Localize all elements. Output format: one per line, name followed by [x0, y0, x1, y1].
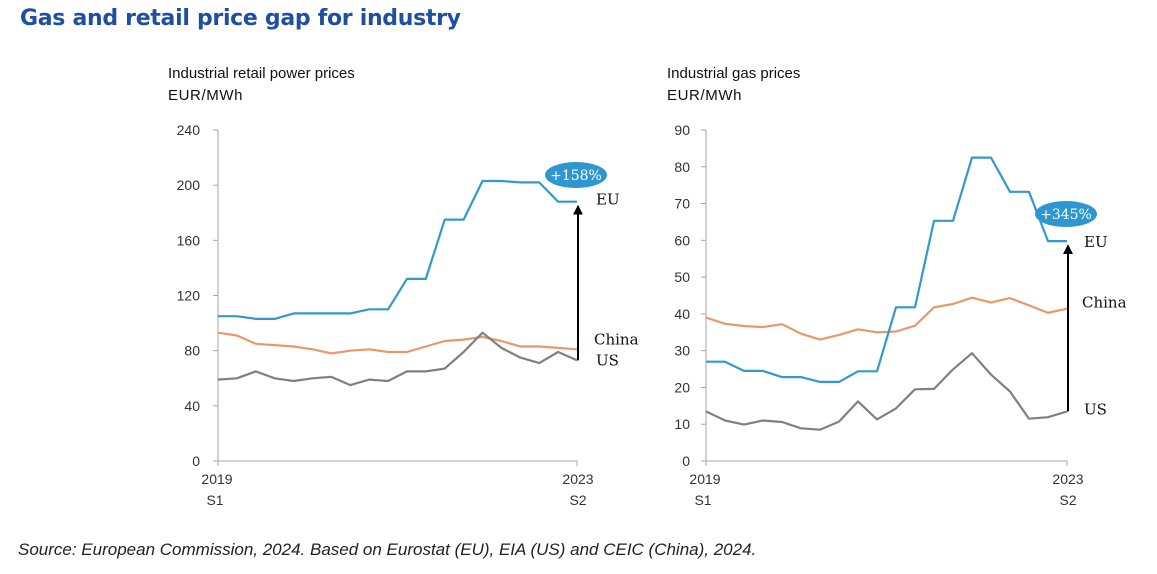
chart-gas-xtick-label: S2: [1059, 492, 1076, 508]
chart-gas-gap-label: +345%: [1040, 207, 1092, 223]
chart-gas-ytick-label: 10: [674, 416, 690, 432]
chart-gas-ytick-label: 40: [674, 306, 690, 322]
chart-power-ytick-label: 80: [184, 343, 200, 359]
chart-gas-ytick-label: 90: [674, 122, 690, 138]
chart-power-xtick-label: S1: [206, 492, 223, 508]
chart-power-series-china-line: [217, 331, 578, 355]
chart-gas-ytick-label: 0: [682, 453, 690, 469]
chart-power-series-eu-line: [218, 179, 577, 320]
chart-power-series-eu-label: EU: [596, 191, 620, 209]
chart-gas-ytick-label: 20: [674, 379, 690, 395]
chart-gas-xtick-label: 2023: [1052, 471, 1083, 487]
chart-power-ytick-label: 240: [177, 122, 201, 138]
source-note: Source: European Commission, 2024. Based…: [18, 540, 757, 559]
chart-gas-gap-bubble: [1035, 201, 1097, 227]
chart-gas-title: Industrial gas prices: [667, 65, 800, 82]
chart-gas-unit: EUR/MWh: [667, 87, 742, 104]
chart-power-xtick-label: 2023: [562, 471, 593, 487]
chart-power-series-china-label: China: [594, 330, 639, 348]
chart-gas-xtick-label: 2019: [689, 471, 720, 487]
chart-gas-series-eu-label: EU: [1084, 233, 1108, 251]
chart-power-ytick-label: 120: [177, 288, 201, 304]
chart-gas-ytick-label: 50: [674, 269, 690, 285]
chart-gas-series-china-label: China: [1082, 294, 1127, 312]
chart-gas-ytick-label: 70: [674, 196, 690, 212]
chart-gas-series-eu-line: [706, 156, 1067, 383]
chart-power-xtick-label: S2: [569, 492, 586, 508]
chart-power-ytick-label: 40: [184, 398, 200, 414]
chart-power-gap-label: +158%: [550, 168, 602, 184]
chart-gas-ytick-label: 60: [674, 232, 690, 248]
chart-power-unit: EUR/MWh: [168, 87, 243, 104]
chart-power-ytick-label: 160: [177, 232, 201, 248]
page-title: Gas and retail price gap for industry: [20, 6, 461, 31]
chart-gas-xtick-label: S1: [694, 492, 711, 508]
chart-gas-series-us-line: [705, 352, 1068, 431]
chart-power-title: Industrial retail power prices: [168, 65, 355, 82]
chart-power-gap-bubble: [545, 162, 607, 188]
chart-power-series-us-label: US: [596, 351, 619, 369]
chart-gas-series-us-label: US: [1084, 400, 1107, 418]
chart-power-ytick-label: 0: [192, 453, 200, 469]
chart-gas-ytick-label: 80: [674, 159, 690, 175]
chart-power-series-us-line: [217, 331, 578, 387]
chart-power-xtick-label: 2019: [201, 471, 232, 487]
chart-power-ytick-label: 200: [177, 177, 201, 193]
chart-gas-ytick-label: 30: [674, 343, 690, 359]
chart-gas-series-china-line: [705, 296, 1068, 341]
